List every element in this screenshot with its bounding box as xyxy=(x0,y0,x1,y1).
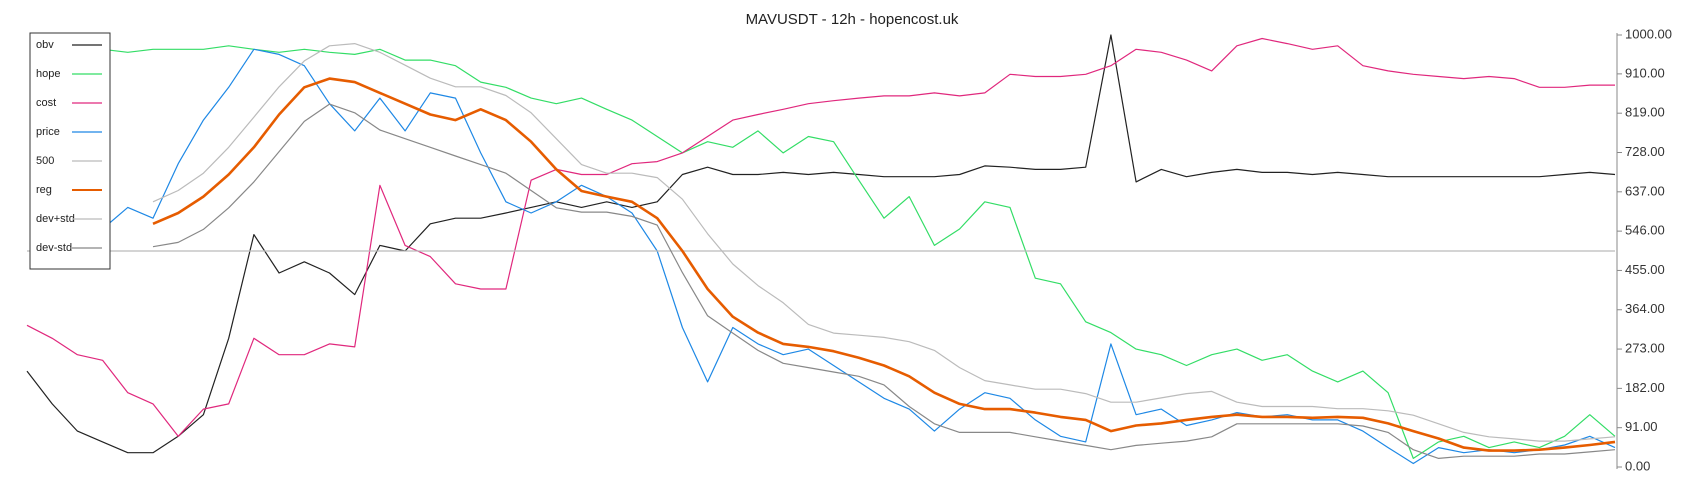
legend-label: obv xyxy=(36,39,54,51)
y-tick-label: 182.00 xyxy=(1625,380,1665,395)
y-tick-label: 546.00 xyxy=(1625,223,1665,238)
legend-label: price xyxy=(36,126,60,138)
series-line xyxy=(26,34,1616,454)
legend-label: hope xyxy=(36,68,60,80)
legend-label: cost xyxy=(36,97,56,109)
series-line xyxy=(102,48,1616,465)
legend: obv hope cost price 500 reg dev+std dev-std xyxy=(29,32,111,270)
legend-label: reg xyxy=(36,184,52,196)
y-tick-label: 91.00 xyxy=(1625,419,1658,434)
series-line xyxy=(152,103,1616,459)
y-tick-label: 1000.00 xyxy=(1625,26,1672,41)
y-tick-label: 637.00 xyxy=(1625,183,1665,198)
legend-label: 500 xyxy=(36,155,54,167)
y-tick-label: 455.00 xyxy=(1625,262,1665,277)
legend-label: dev+std xyxy=(36,213,75,225)
y-tick-label: 728.00 xyxy=(1625,144,1665,159)
series-line xyxy=(152,43,1616,442)
y-tick-label: 819.00 xyxy=(1625,105,1665,120)
y-tick-label: 910.00 xyxy=(1625,65,1665,80)
y-tick-label: 0.00 xyxy=(1625,458,1650,473)
legend-label: dev-std xyxy=(36,242,72,254)
y-tick-label: 273.00 xyxy=(1625,341,1665,356)
series-line xyxy=(152,77,1616,452)
series-line xyxy=(102,45,1616,459)
y-tick-label: 364.00 xyxy=(1625,301,1665,316)
series-line xyxy=(26,37,1615,437)
chart-title: MAVUSDT - 12h - hopencost.uk xyxy=(746,11,959,28)
legend-box xyxy=(29,32,111,270)
